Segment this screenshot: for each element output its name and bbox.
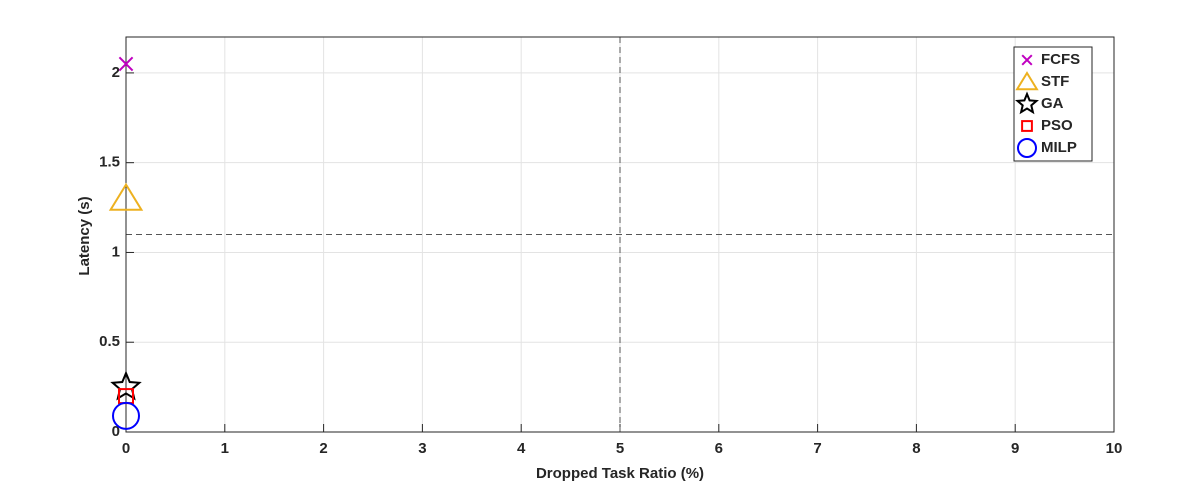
legend-marker <box>1015 91 1039 115</box>
x-tick-label: 10 <box>1106 440 1123 457</box>
x-tick-label: 8 <box>912 440 920 457</box>
marker <box>118 56 134 72</box>
legend-label: FCFS <box>1041 51 1080 68</box>
x-tick-label: 1 <box>221 440 229 457</box>
x-tick-label: 0 <box>122 440 130 457</box>
x-tick-label: 5 <box>616 440 624 457</box>
x-axis-label: Dropped Task Ratio (%) <box>536 465 704 482</box>
x-tick-label: 7 <box>813 440 821 457</box>
marker <box>112 401 140 430</box>
legend-marker <box>1021 120 1033 132</box>
y-tick-label: 0 <box>112 423 120 440</box>
legend-box <box>1013 46 1093 162</box>
legend-label: PSO <box>1041 117 1073 134</box>
x-tick-label: 2 <box>319 440 327 457</box>
legend-marker <box>1015 71 1039 91</box>
x-tick-label: 6 <box>715 440 723 457</box>
y-tick-label: 1.5 <box>99 154 120 171</box>
legend-label: GA <box>1041 95 1064 112</box>
legend-marker <box>1021 54 1033 66</box>
legend-label: STF <box>1041 73 1069 90</box>
x-tick-label: 4 <box>517 440 526 457</box>
x-tick-label: 3 <box>418 440 426 457</box>
y-tick-label: 2 <box>112 64 120 81</box>
y-tick-label: 0.5 <box>99 333 120 350</box>
y-axis-label: Latency (s) <box>76 196 93 275</box>
marker <box>110 370 142 401</box>
x-tick-label: 9 <box>1011 440 1019 457</box>
plot-frame <box>125 36 1115 433</box>
legend-label: MILP <box>1041 139 1077 156</box>
legend-marker <box>1017 138 1037 158</box>
marker <box>108 182 144 211</box>
y-tick-label: 1 <box>112 243 120 260</box>
